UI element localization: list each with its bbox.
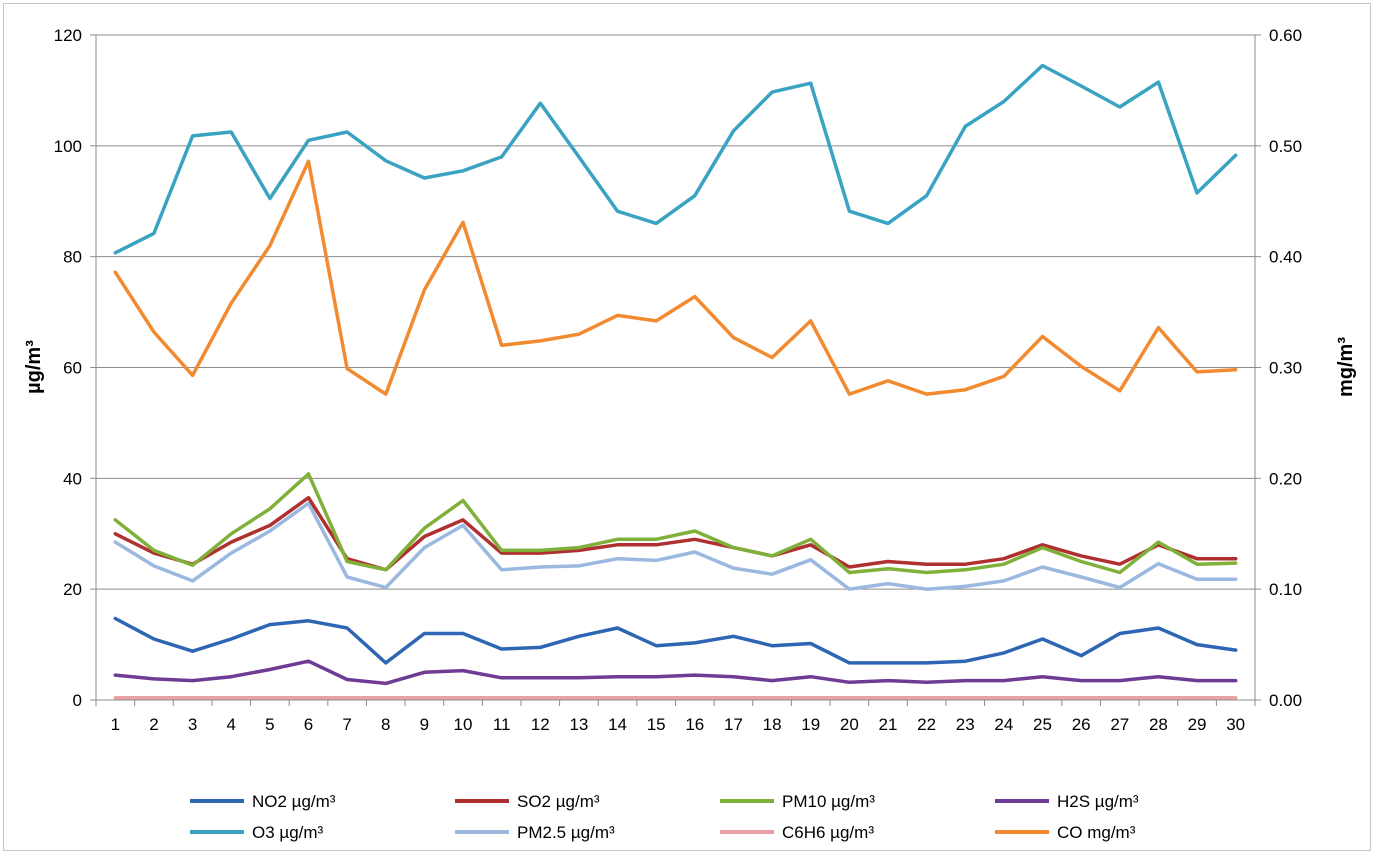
legend-item: PM10 µg/m³ bbox=[720, 792, 875, 811]
legend-label: CO mg/m³ bbox=[1057, 823, 1136, 842]
gridlines bbox=[96, 34, 1255, 590]
x-tick-label: 30 bbox=[1226, 715, 1245, 734]
x-tick-label: 14 bbox=[608, 715, 627, 734]
left-axis-ticks: 0 20 40 60 80 100 120 bbox=[54, 26, 82, 710]
left-axis-title: µg/m³ bbox=[23, 340, 45, 394]
left-tick-label: 40 bbox=[63, 469, 82, 488]
legend-label: H2S µg/m³ bbox=[1057, 792, 1139, 811]
x-tick-label: 17 bbox=[724, 715, 743, 734]
x-tick-label: 10 bbox=[454, 715, 473, 734]
legend-item: SO2 µg/m³ bbox=[455, 792, 600, 811]
x-tick-label: 12 bbox=[531, 715, 550, 734]
series-line-pm25 bbox=[113, 501, 1238, 591]
x-tick-label: 8 bbox=[381, 715, 390, 734]
chart-frame bbox=[3, 3, 1371, 851]
legend-label: O3 µg/m³ bbox=[252, 823, 324, 842]
x-tick-label: 19 bbox=[801, 715, 820, 734]
legend-item: C6H6 µg/m³ bbox=[720, 823, 874, 842]
legend-item: H2S µg/m³ bbox=[995, 792, 1139, 811]
legend-item: NO2 µg/m³ bbox=[190, 792, 336, 811]
axes bbox=[90, 34, 1261, 706]
x-tick-label: 26 bbox=[1072, 715, 1091, 734]
legend-item: PM2.5 µg/m³ bbox=[455, 823, 615, 842]
x-tick-label: 18 bbox=[763, 715, 782, 734]
left-tick-label: 100 bbox=[54, 137, 82, 156]
series-line-co bbox=[113, 159, 1238, 396]
x-tick-label: 2 bbox=[149, 715, 158, 734]
series-line-no2 bbox=[113, 616, 1238, 665]
x-tick-label: 28 bbox=[1149, 715, 1168, 734]
x-tick-label: 3 bbox=[188, 715, 197, 734]
right-tick-label: 0.40 bbox=[1269, 248, 1302, 267]
series-lines bbox=[113, 63, 1238, 700]
right-tick-label: 0.60 bbox=[1269, 26, 1302, 45]
legend-label: SO2 µg/m³ bbox=[517, 792, 600, 811]
legend-label: NO2 µg/m³ bbox=[252, 792, 336, 811]
legend-label: C6H6 µg/m³ bbox=[782, 823, 874, 842]
left-tick-label: 0 bbox=[73, 691, 82, 710]
x-tick-label: 21 bbox=[879, 715, 898, 734]
x-tick-label: 20 bbox=[840, 715, 859, 734]
series-line-h2s bbox=[113, 659, 1238, 686]
series-line-so2 bbox=[113, 495, 1238, 572]
x-tick-label: 16 bbox=[685, 715, 704, 734]
legend-item: O3 µg/m³ bbox=[190, 823, 324, 842]
x-tick-label: 11 bbox=[493, 715, 511, 734]
right-axis-title: mg/m³ bbox=[1335, 337, 1357, 397]
x-tick-label: 15 bbox=[647, 715, 666, 734]
right-axis-ticks: 0.00 0.10 0.20 0.30 0.40 0.50 0.60 bbox=[1269, 26, 1302, 710]
x-tick-label: 23 bbox=[956, 715, 975, 734]
series-line-pm10 bbox=[113, 472, 1238, 575]
x-tick-label: 6 bbox=[304, 715, 313, 734]
legend-label: PM2.5 µg/m³ bbox=[517, 823, 615, 842]
right-tick-label: 0.10 bbox=[1269, 580, 1302, 599]
x-tick-label: 24 bbox=[994, 715, 1013, 734]
left-tick-label: 60 bbox=[63, 359, 82, 378]
legend: NO2 µg/m³ SO2 µg/m³ PM10 µg/m³ H2S µg/m³ O3 … bbox=[190, 792, 1139, 842]
x-tick-label: 25 bbox=[1033, 715, 1052, 734]
series-line-o3 bbox=[113, 63, 1238, 255]
x-tick-label: 27 bbox=[1110, 715, 1129, 734]
x-tick-label: 22 bbox=[917, 715, 936, 734]
x-tick-label: 4 bbox=[226, 715, 235, 734]
left-tick-label: 80 bbox=[63, 248, 82, 267]
right-tick-label: 0.30 bbox=[1269, 359, 1302, 378]
left-tick-label: 120 bbox=[54, 26, 82, 45]
x-tick-label: 5 bbox=[265, 715, 274, 734]
legend-item: CO mg/m³ bbox=[995, 823, 1136, 842]
x-tick-label: 29 bbox=[1188, 715, 1207, 734]
x-tick-label: 9 bbox=[420, 715, 429, 734]
left-tick-label: 20 bbox=[63, 580, 82, 599]
right-tick-label: 0.00 bbox=[1269, 691, 1302, 710]
x-tick-label: 1 bbox=[111, 715, 120, 734]
x-tick-label: 7 bbox=[342, 715, 351, 734]
x-tick-label: 13 bbox=[569, 715, 588, 734]
right-tick-label: 0.50 bbox=[1269, 137, 1302, 156]
legend-label: PM10 µg/m³ bbox=[782, 792, 875, 811]
right-tick-label: 0.20 bbox=[1269, 469, 1302, 488]
x-axis-ticks: 1 2 3 4 5 6 7 8 9 10 11 12 13 14 15 16 17 18 19 20 21 22 23 24 2… bbox=[111, 715, 1246, 734]
